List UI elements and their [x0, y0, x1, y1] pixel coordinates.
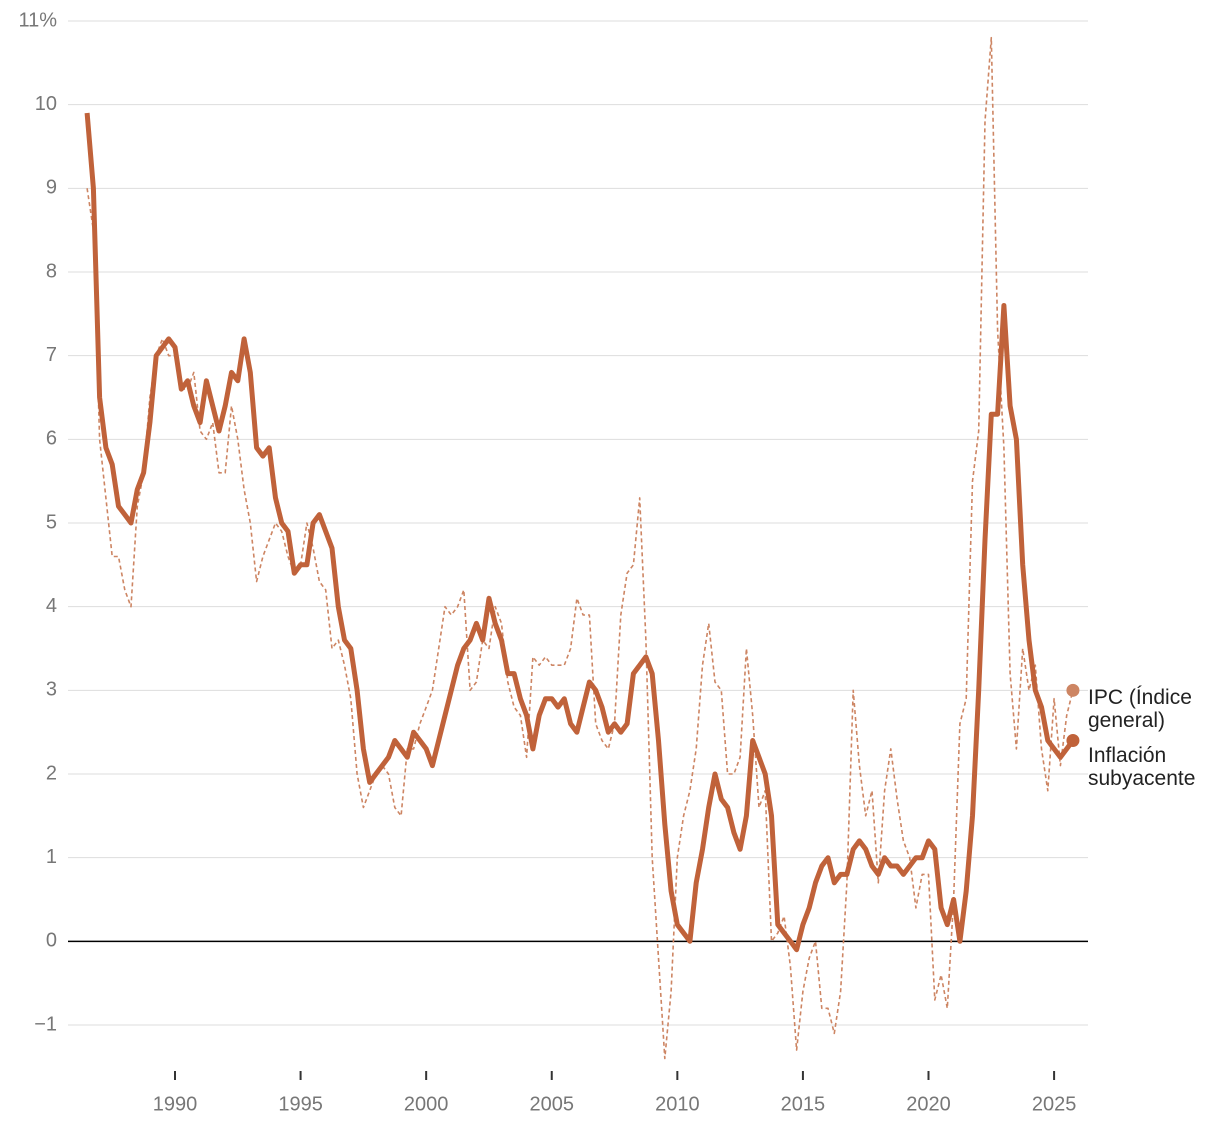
legend-label: IPC (Índice general): [1088, 686, 1192, 732]
y-tick-label: 11%: [18, 9, 57, 31]
y-tick-label: 4: [46, 595, 57, 617]
y-tick-label: 1: [46, 846, 57, 868]
y-tick-label: 7: [46, 344, 57, 366]
legend-label: Inflación subyacente: [1088, 744, 1196, 790]
y-tick-label: 5: [46, 511, 57, 533]
x-tick-label: 2005: [530, 1093, 575, 1115]
y-tick-label: 3: [46, 679, 57, 701]
x-tick-label: 2020: [906, 1093, 951, 1115]
x-tick-label: 2000: [404, 1093, 449, 1115]
x-tick-label: 2010: [655, 1093, 700, 1115]
y-tick-label: 2: [46, 762, 57, 784]
y-tick-label: 6: [46, 428, 57, 450]
y-tick-label: 8: [46, 260, 57, 282]
end-dot: [1066, 734, 1080, 748]
y-tick-label: 0: [46, 930, 57, 952]
x-tick-label: 1990: [153, 1093, 198, 1115]
y-tick-label: −1: [34, 1013, 57, 1035]
y-tick-label: 10: [35, 93, 57, 115]
x-tick-label: 2025: [1032, 1093, 1077, 1115]
end-dot: [1066, 683, 1080, 697]
x-tick-label: 2015: [781, 1093, 826, 1115]
y-tick-label: 9: [46, 177, 57, 199]
x-tick-label: 1995: [278, 1093, 323, 1115]
series-line: [86, 36, 1074, 1060]
series-line: [84, 112, 1075, 953]
